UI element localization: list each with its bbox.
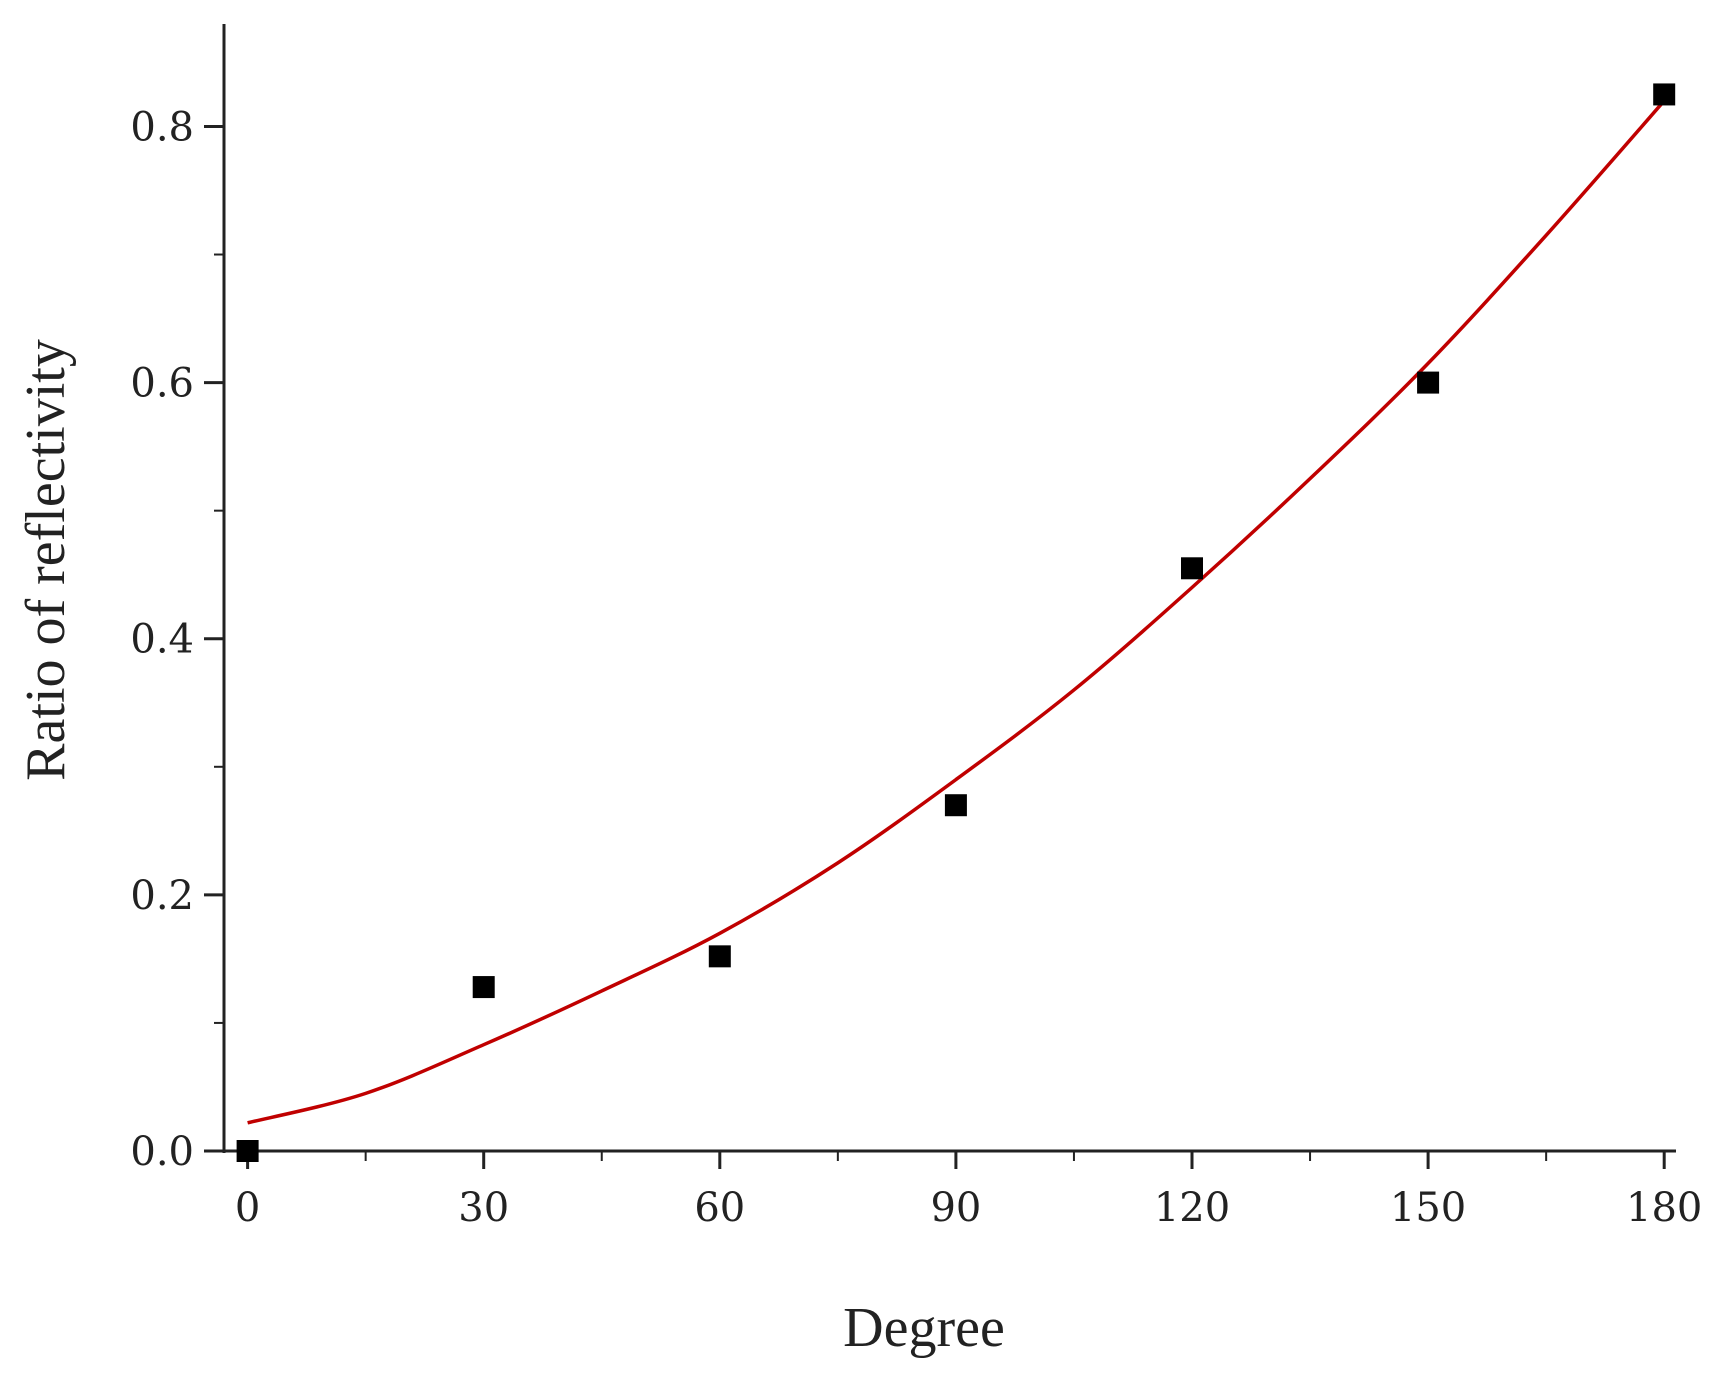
data-markers <box>236 83 1676 1162</box>
x-axis-title: Degree <box>843 1297 1005 1359</box>
y-axis-title: Ratio of reflectivity <box>15 339 77 781</box>
x-tick-label: 60 <box>694 1185 745 1231</box>
y-tick-label: 0.6 <box>130 361 194 407</box>
tick-labels: 0 30 60 90 120 150 180 0.0 0.2 0.4 0.6 0.8 <box>130 104 1702 1231</box>
data-point <box>708 945 731 968</box>
x-tick-label: 30 <box>458 1185 509 1231</box>
axes <box>222 24 1676 1153</box>
y-tick-label: 0.0 <box>130 1129 194 1175</box>
data-point <box>472 976 495 999</box>
data-point <box>236 1140 259 1162</box>
data-point <box>1653 83 1676 106</box>
ticks <box>204 124 1666 1169</box>
x-tick-label: 180 <box>1626 1185 1702 1231</box>
x-tick-label: 150 <box>1390 1185 1466 1231</box>
data-point <box>1181 557 1203 580</box>
fit-curve <box>247 99 1666 1125</box>
x-tick-label: 0 <box>235 1185 260 1231</box>
y-tick-label: 0.4 <box>130 617 194 663</box>
y-tick-label: 0.8 <box>130 104 194 150</box>
data-point <box>944 794 967 817</box>
fit-line <box>247 99 1666 1125</box>
x-tick-label: 120 <box>1154 1185 1230 1231</box>
data-point <box>1417 371 1440 394</box>
x-tick-label: 90 <box>930 1185 981 1231</box>
y-tick-label: 0.2 <box>130 873 194 919</box>
